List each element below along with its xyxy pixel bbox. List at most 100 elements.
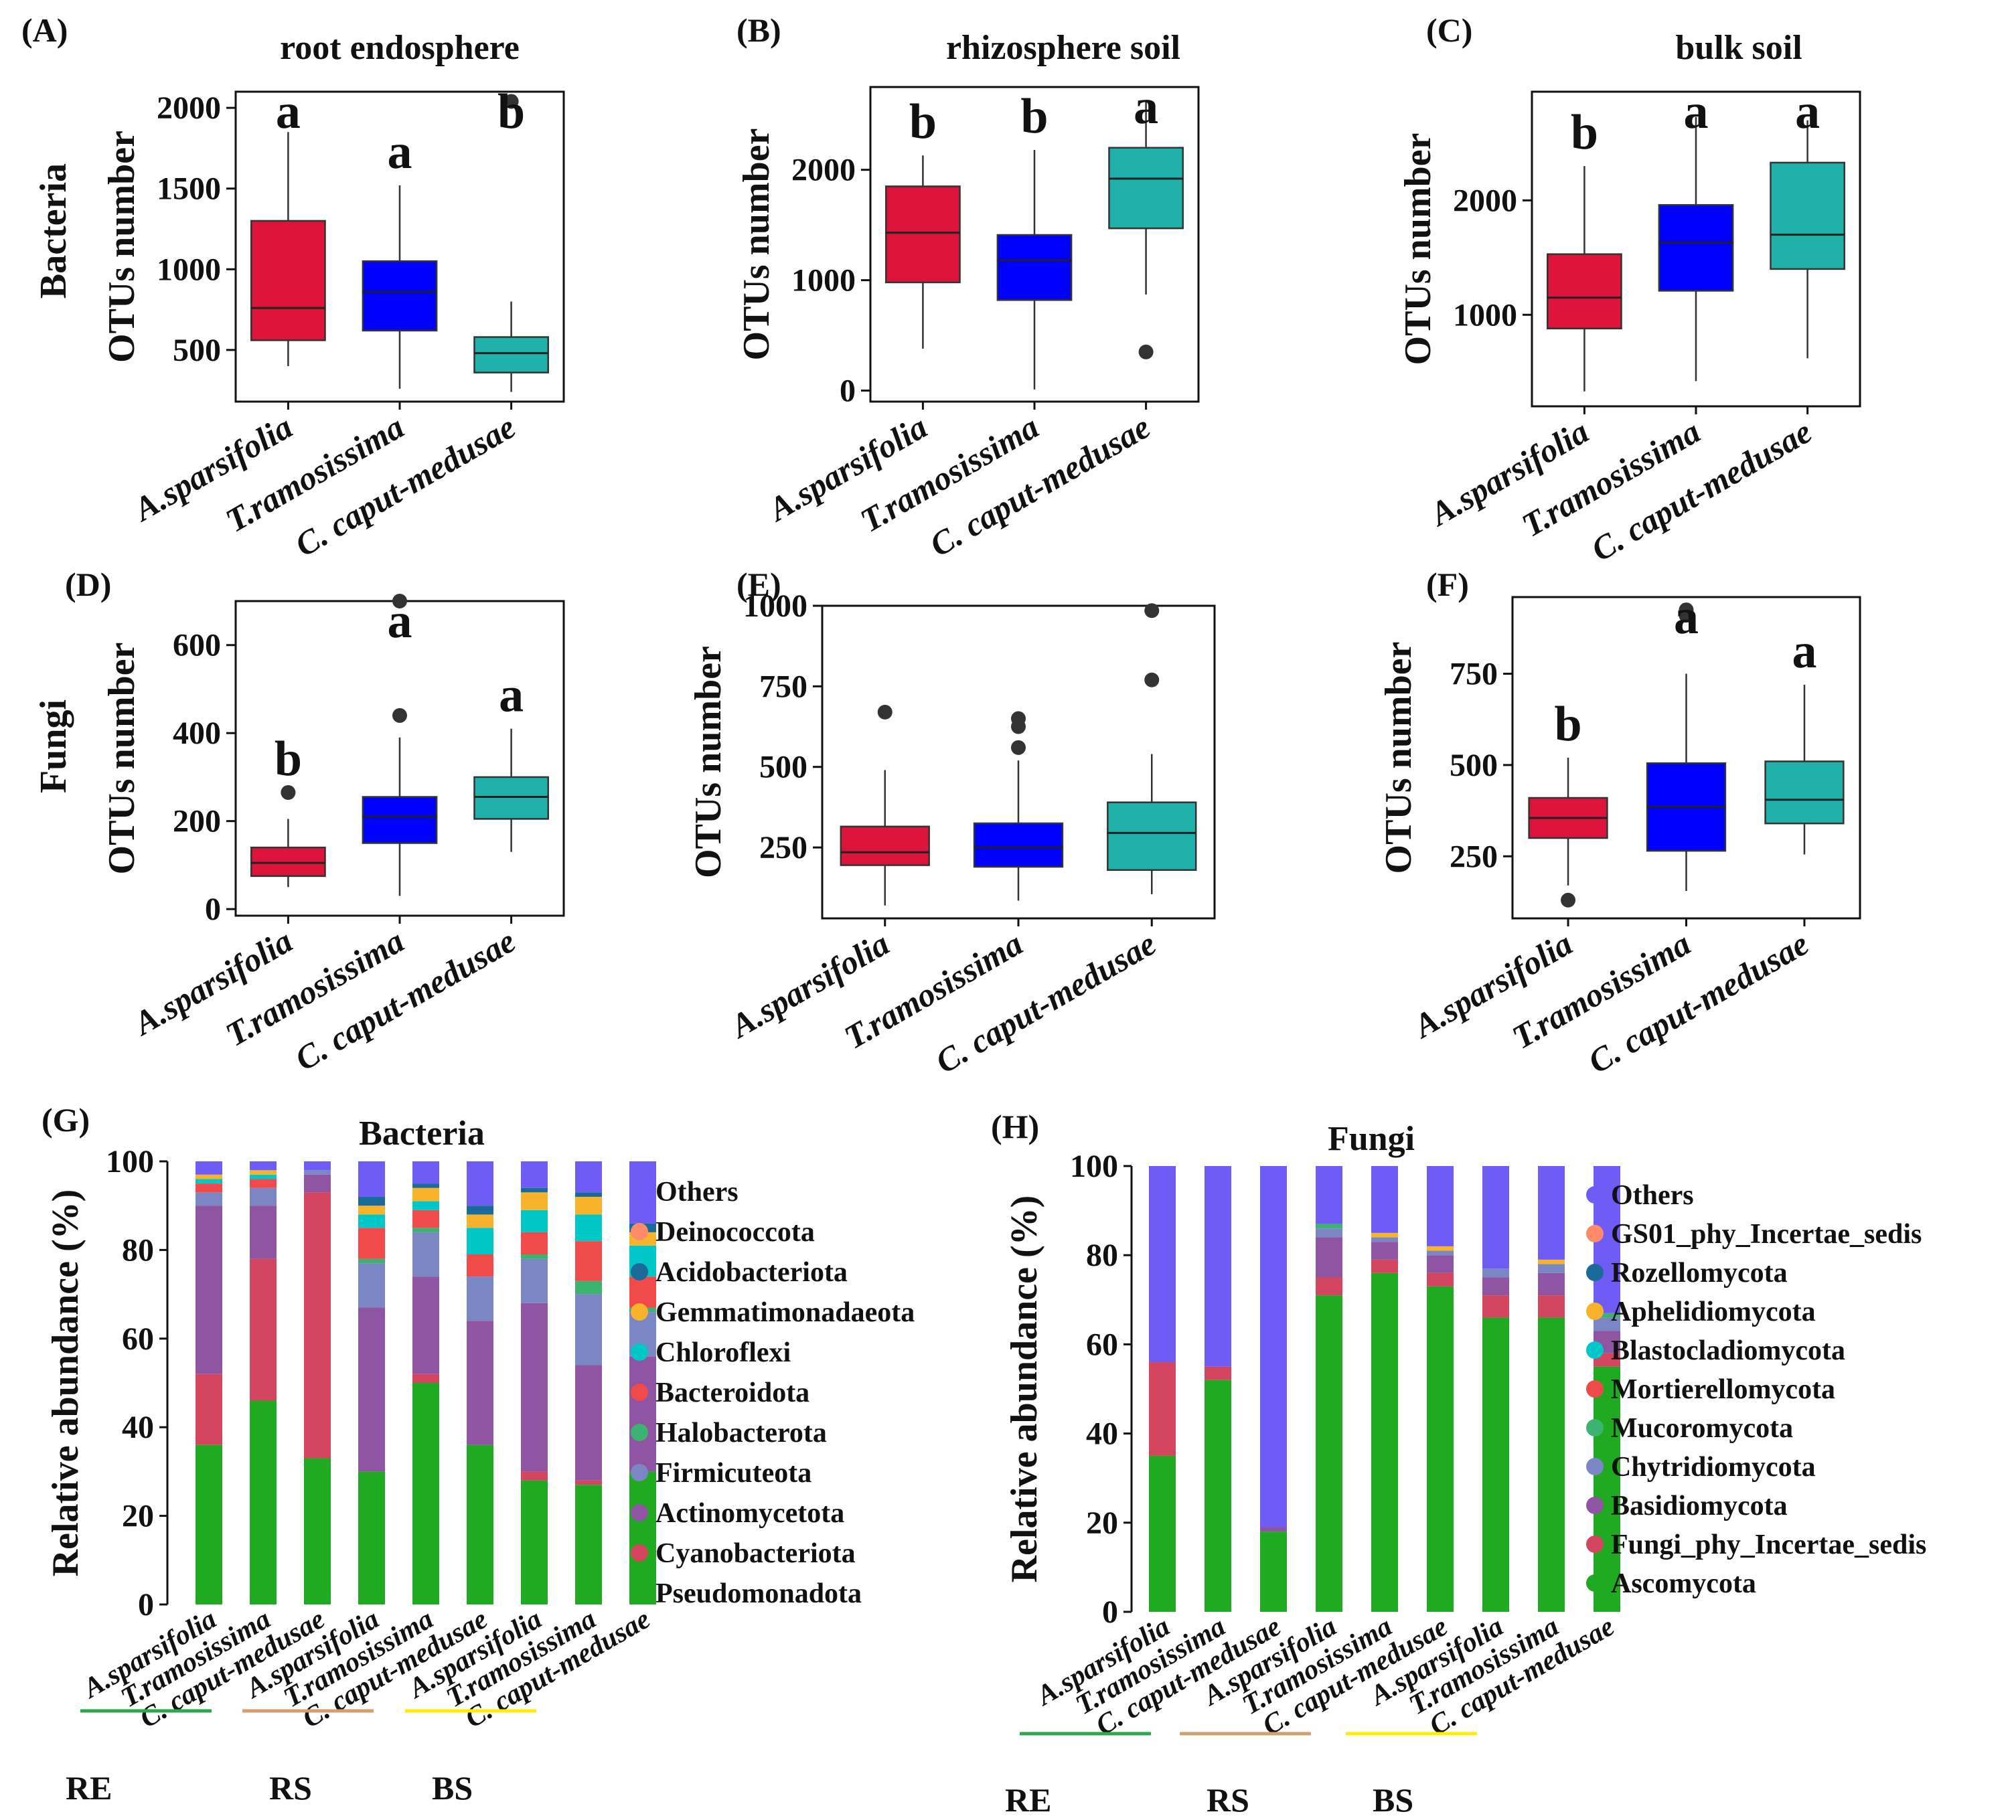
panel-label: (G)	[42, 1101, 90, 1139]
legend-label: Gemmatimonadaeota	[655, 1297, 915, 1328]
outlier-point	[877, 704, 893, 720]
bar-segment-gemmatimonadaeota	[412, 1187, 439, 1202]
bar-segment-others	[1316, 1166, 1342, 1224]
y-axis-label: OTUs number	[1397, 133, 1439, 365]
box-1	[250, 846, 326, 878]
bar-segment-bacteroidota	[196, 1183, 222, 1193]
y-tick-label: 200	[173, 804, 221, 839]
bar-segment-others	[1427, 1166, 1454, 1246]
bar-segment-actinomycetota	[358, 1307, 385, 1472]
bar-segment-others	[467, 1161, 493, 1206]
y-tick-label: 40	[1086, 1416, 1118, 1452]
y-tick-label: 400	[173, 716, 221, 751]
y-tick-label: 2000	[791, 153, 856, 188]
bar-segment-firmicuteota	[304, 1170, 331, 1175]
bar-column-5	[412, 1161, 439, 1604]
y-tick-label: 2000	[157, 90, 221, 126]
panel-label: (F)	[1426, 566, 1469, 603]
bar-segment-actinomycetota	[521, 1303, 548, 1472]
legend: Others GS01_phy_Incertae_sedis Rozellomyco…	[1586, 1180, 1926, 1599]
bar-segment-bacteroidota	[629, 1276, 656, 1308]
y-tick-label: 80	[122, 1232, 154, 1268]
legend-label: Others	[655, 1177, 739, 1208]
significance-letter: b	[497, 84, 525, 139]
bar-segment-bacteroidota	[250, 1179, 277, 1188]
legend-marker	[1586, 1341, 1604, 1359]
bar-segment-firmicuteota	[358, 1263, 385, 1308]
legend-marker	[631, 1183, 648, 1200]
bar-segment-others	[304, 1161, 331, 1171]
outlier-point	[1144, 672, 1160, 687]
bar-segment-halobacterota	[575, 1280, 602, 1295]
panel-title: Bacteria	[359, 1114, 485, 1153]
bar-segment-gemmatimonadaeota	[196, 1174, 222, 1179]
significance-letter: a	[388, 125, 412, 179]
bar-segment-others	[196, 1161, 222, 1175]
stacked-bar-panels: (G) Bacteria Relative abundance (%) 0 20 40 60…	[42, 1101, 1926, 1819]
box-1	[840, 825, 930, 866]
y-tick-label: 250	[759, 830, 807, 865]
significance-letter: a	[499, 668, 524, 723]
legend-marker	[631, 1384, 648, 1401]
legend-marker	[1586, 1186, 1604, 1204]
legend-marker	[1586, 1458, 1604, 1475]
bar-segment-basidiomycota	[1371, 1242, 1398, 1260]
legend-marker	[1586, 1419, 1604, 1436]
bar-segment-chloroflexi	[575, 1214, 602, 1242]
bar-segment-ascomycota	[1316, 1295, 1342, 1612]
group-label: RE	[66, 1769, 112, 1807]
legend-marker	[1586, 1264, 1604, 1281]
y-tick-label: 80	[1086, 1238, 1118, 1273]
legend-label: Aphelidiomycota	[1611, 1297, 1816, 1327]
bar-segment-ascomycota	[1149, 1455, 1176, 1612]
bar-segment-gemmatimonadaeota	[575, 1196, 602, 1215]
bar-segment-halobacterota	[358, 1258, 385, 1264]
x-category-label: C. caput-medusae	[929, 924, 1162, 1080]
bar-segment-gemmatimonadaeota	[358, 1206, 385, 1215]
outlier-point	[1561, 892, 1576, 908]
y-tick-label: 0	[138, 1587, 154, 1623]
legend-marker	[631, 1544, 648, 1562]
bar-segment-chloroflexi	[358, 1214, 385, 1228]
bar-segment-firmicuteota	[196, 1192, 222, 1206]
legend-label: Blastocladiomycota	[1611, 1335, 1845, 1366]
bar-segment-gemmatimonadaeota	[521, 1192, 548, 1210]
panel-title: Fungi	[1328, 1120, 1415, 1158]
bar-segment-chloroflexi	[521, 1210, 548, 1232]
bar-segment-bacteroidota	[358, 1228, 385, 1259]
bar-column-8	[575, 1161, 602, 1604]
outlier-point	[1679, 602, 1694, 618]
outlier-point	[1011, 711, 1026, 726]
bar-segment-pseudomonadota	[467, 1444, 493, 1604]
bar-column-9	[1594, 1166, 1620, 1612]
bar-segment-actinomycetota	[304, 1174, 331, 1193]
y-tick-label: 40	[122, 1410, 154, 1445]
legend-label: Firmicuteota	[655, 1458, 811, 1489]
y-tick-label: 1000	[1453, 297, 1517, 333]
bar-column-7	[521, 1161, 548, 1604]
bar-segment-acidobacteriota	[521, 1187, 548, 1193]
boxplot-panel-2: (B) rhizosphere soil OTUs number 0 1000 2000 b…	[736, 11, 1200, 564]
bar-segment-pseudomonadota	[250, 1400, 277, 1604]
significance-letter: a	[276, 84, 301, 139]
legend-marker	[631, 1223, 648, 1240]
bar-segment-actinomycetota	[412, 1276, 439, 1374]
bar-segment-ascomycota	[1482, 1317, 1509, 1612]
boxplot-panels: (A) root endosphere OTUs number 500 1000 1500…	[21, 11, 1861, 1080]
bar-segment-fungi-phy-incertae-sedis	[1205, 1366, 1231, 1380]
bar-segment-fungi-phy-incertae-sedis	[1149, 1362, 1176, 1456]
group-label: BS	[432, 1769, 473, 1807]
panel-label: (B)	[736, 11, 781, 49]
boxplot-panel-6: (F)OTUs number 250500750bA.sparsifoliaaT.…	[1378, 566, 1861, 1080]
bar-segment-mucoromycota	[1594, 1313, 1620, 1318]
y-tick-label: 100	[1070, 1149, 1118, 1184]
bar-segment-others	[1482, 1166, 1509, 1269]
bar-segment-ascomycota	[1260, 1532, 1287, 1612]
bar-column-3	[1260, 1166, 1287, 1612]
box-2	[973, 822, 1064, 868]
y-tick-label: 750	[759, 669, 807, 704]
y-axis-label: OTUs number	[736, 129, 777, 361]
panel-title: rhizosphere soil	[946, 29, 1180, 67]
bar-segment-ascomycota	[1205, 1380, 1231, 1612]
bar-segment-actinomycetota	[196, 1206, 222, 1374]
